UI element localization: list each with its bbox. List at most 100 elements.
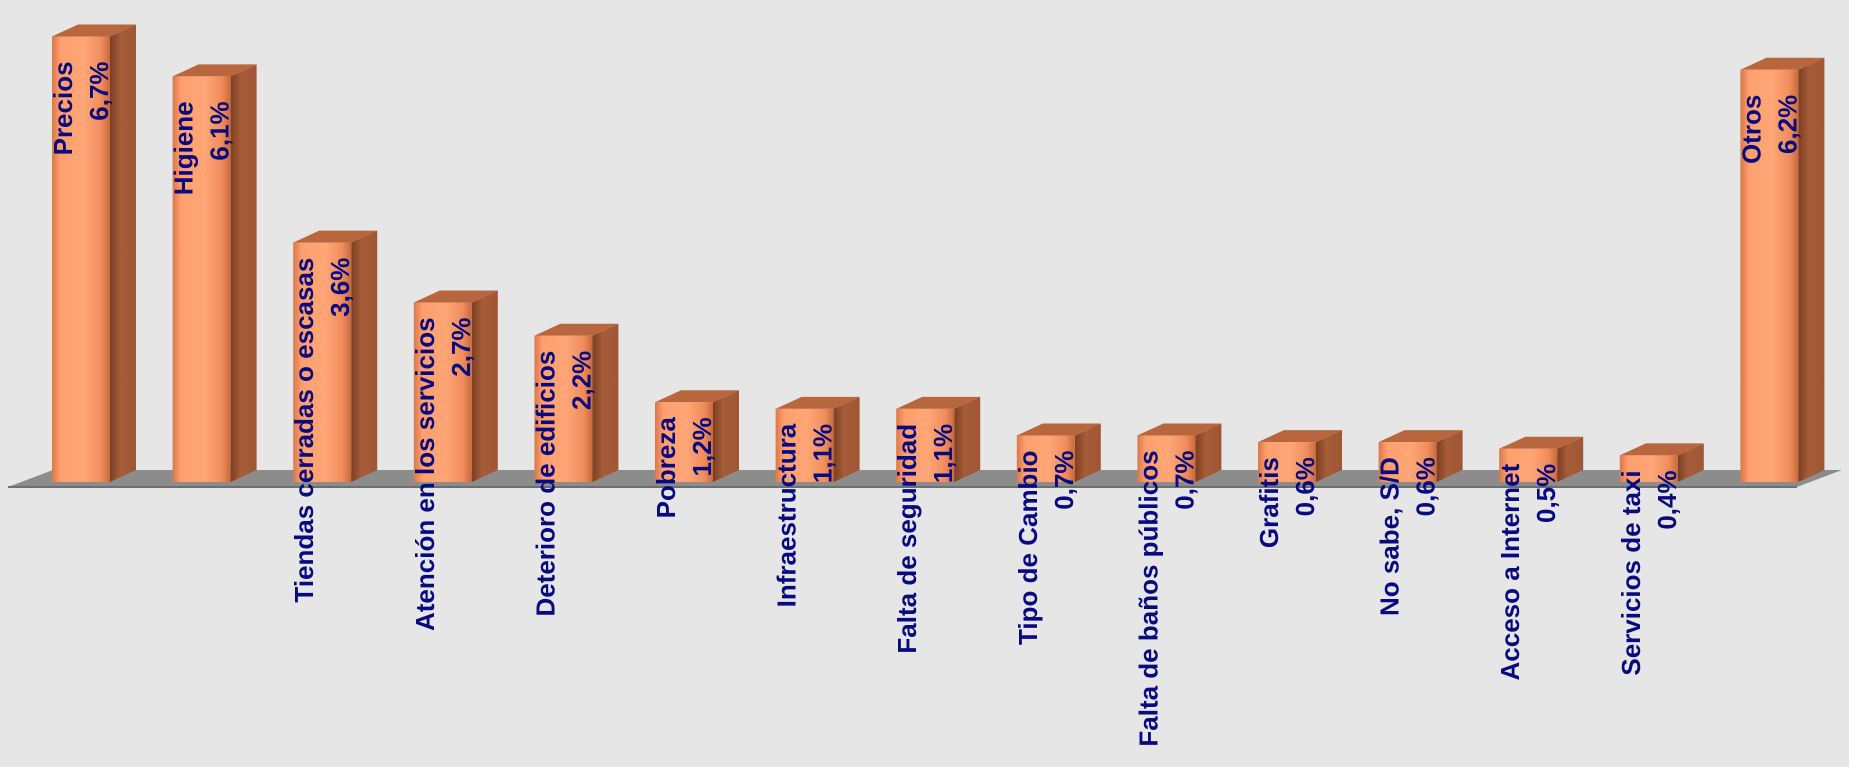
category-label: Pobreza [651, 417, 681, 519]
bar-front [52, 36, 110, 482]
bar-15 [1740, 57, 1825, 482]
bar-label-8: Falta de seguridad 1,1% [892, 424, 958, 654]
bar-front [896, 408, 955, 482]
bar-side [1195, 423, 1222, 482]
value-label: 0,5% [1531, 464, 1561, 523]
value-label: 1,1% [928, 424, 958, 483]
bar-side [954, 396, 981, 482]
bar-top [1258, 430, 1342, 443]
category-label: Infraestructura [772, 423, 802, 607]
category-label: Tipo de Cambio [1013, 450, 1043, 645]
bar-front [775, 408, 834, 482]
bar-label-1: Precios 6,7% [48, 61, 114, 155]
bar-front [1137, 435, 1196, 482]
value-label: 0,7% [1169, 450, 1199, 509]
bar-top [655, 390, 739, 403]
bar-label-10: Falta de baños públicos 0,7% [1133, 450, 1199, 746]
bar-top [293, 230, 378, 243]
bar-label-3: Tiendas cerradas o escasas 3,6% [289, 258, 355, 603]
bar-label-6: Pobreza 1,2% [651, 417, 717, 519]
bar-label-4: Atención en los servicios 2,7% [410, 317, 476, 631]
bar-top [1499, 436, 1584, 449]
value-label: 6,2% [1772, 95, 1802, 154]
value-label: 1,2% [687, 417, 717, 476]
bar-5 [534, 323, 619, 482]
bar-6 [655, 390, 739, 482]
bar-side [351, 230, 378, 482]
labels-layer: Precios 6,7% Higiene 6,1% Tiendas cerradas o… [48, 61, 1802, 746]
value-label: 2,2% [566, 351, 596, 410]
category-label: Servicios de taxi [1616, 470, 1646, 675]
bar-13 [1499, 436, 1584, 482]
bar-top [775, 396, 860, 409]
bar-label-7: Infraestructura 1,1% [772, 423, 838, 607]
bar-side [110, 24, 136, 482]
bar-label-15: Otros 6,2% [1736, 95, 1802, 164]
bar-side [230, 64, 257, 482]
bar-front [1258, 442, 1316, 482]
bar-14 [1619, 443, 1704, 482]
category-label: Atención en los servicios [410, 317, 440, 631]
bar-front [1740, 69, 1799, 482]
value-label: 6,7% [84, 61, 114, 120]
value-label: 6,1% [205, 101, 235, 160]
bar-top [1378, 430, 1463, 443]
bar-top [896, 396, 981, 409]
bar-top [534, 323, 619, 336]
bar-side [1677, 443, 1704, 482]
bar-label-13: Acceso a Internet 0,5% [1495, 463, 1561, 680]
bar-label-11: Grafitis 0,6% [1254, 457, 1320, 548]
bar-3 [293, 230, 378, 482]
category-label: Tiendas cerradas o escasas [289, 258, 319, 603]
bar-front [1499, 448, 1558, 482]
bar-side [471, 290, 498, 482]
bar-1 [52, 24, 136, 482]
bar-label-2: Higiene 6,1% [169, 101, 235, 195]
bar-front [1378, 442, 1437, 482]
value-label: 1,1% [808, 424, 838, 483]
bar-8 [896, 396, 981, 482]
bar-label-14: Servicios de taxi 0,4% [1616, 470, 1682, 675]
bar-9 [1016, 423, 1101, 482]
category-label: Higiene [169, 101, 199, 195]
bar-side [1557, 436, 1584, 482]
bars-layer [52, 24, 1825, 482]
bar-12 [1378, 430, 1463, 482]
bar-side [1798, 57, 1825, 482]
bar-10 [1137, 423, 1222, 482]
bar-label-9: Tipo de Cambio 0,7% [1013, 450, 1079, 645]
bar-top [52, 24, 136, 37]
bar-side [592, 323, 619, 482]
value-label: 0,7% [1049, 450, 1079, 509]
category-label: Otros [1736, 95, 1766, 164]
bar-side [1074, 423, 1101, 482]
bar-front [655, 402, 713, 482]
bar-side [1316, 430, 1342, 482]
bar-11 [1258, 430, 1342, 482]
bar-4 [413, 290, 498, 482]
bar-top [1740, 57, 1825, 70]
bar-7 [775, 396, 860, 482]
bar-side [713, 390, 739, 482]
value-label: 2,7% [446, 317, 476, 376]
category-label: No sabe, S/D [1375, 457, 1405, 616]
bar-top [1137, 423, 1222, 436]
bar-top [1016, 423, 1101, 436]
bar-top [1619, 443, 1704, 456]
bar-top [413, 290, 498, 303]
category-label: Deterioro de edificios [530, 351, 560, 617]
bar-front [172, 76, 231, 482]
value-label: 0,4% [1652, 470, 1682, 529]
category-label: Grafitis [1254, 457, 1284, 548]
category-label: Falta de seguridad [892, 424, 922, 654]
category-label: Precios [48, 61, 78, 155]
value-label: 0,6% [1290, 457, 1320, 516]
bar-front [413, 302, 472, 482]
bar-front [1016, 435, 1075, 482]
bar-side [833, 396, 860, 482]
value-label: 0,6% [1411, 457, 1441, 516]
bar-front [1619, 455, 1678, 482]
bar-front [293, 242, 352, 482]
